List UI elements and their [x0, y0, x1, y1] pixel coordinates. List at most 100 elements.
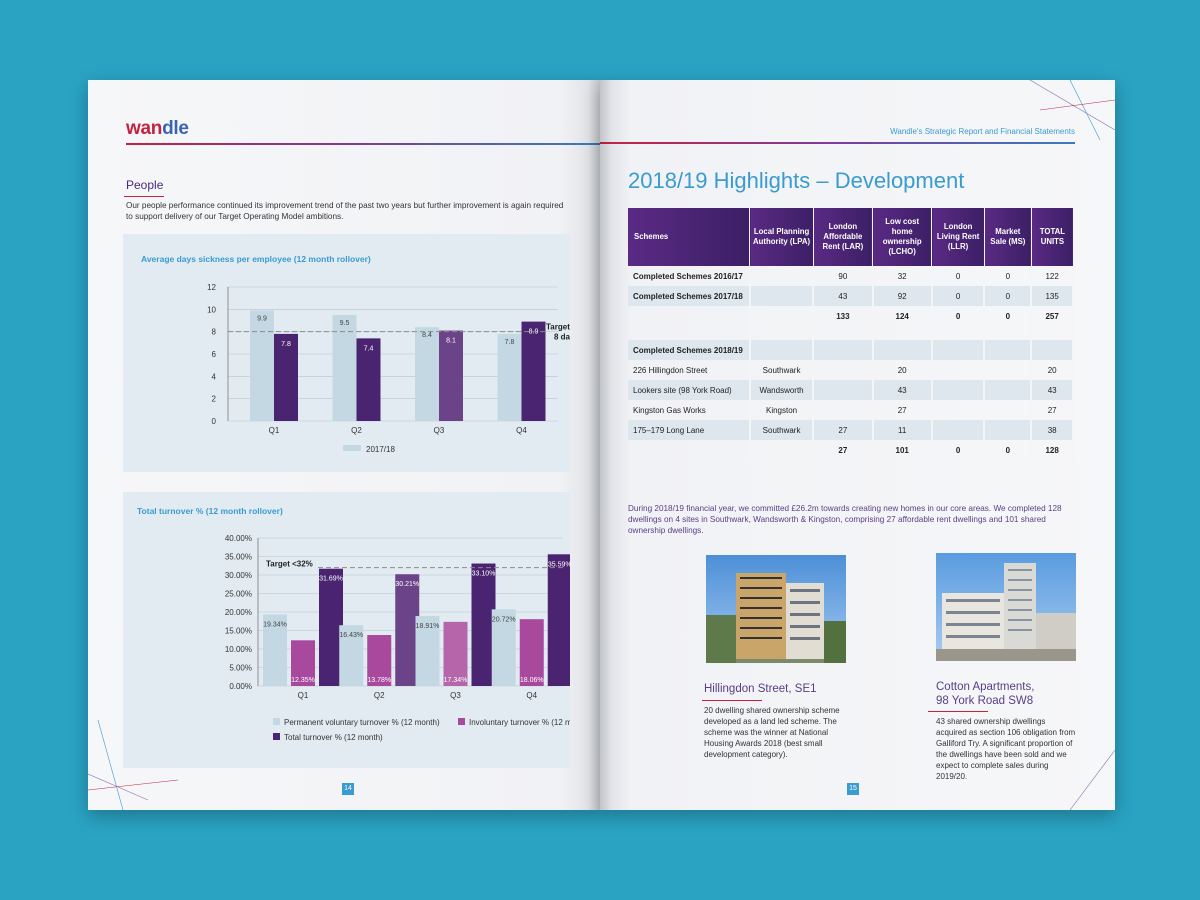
table-cell — [931, 360, 986, 380]
table-cell — [813, 380, 874, 400]
col-header-ms: Market Sale (MS) — [984, 208, 1032, 266]
bar-2017-18 — [497, 333, 522, 421]
table-cell: Southwark — [749, 420, 815, 440]
legend-label: Permanent voluntary turnover % (12 month… — [284, 718, 440, 727]
table-cell: Kingston Gas Works — [628, 400, 751, 420]
table-cell — [749, 326, 815, 340]
bar-label: 9.5 — [340, 320, 350, 327]
table-row: Lookers site (98 York Road) Wandsworth 43 4… — [628, 380, 1074, 400]
table-cell — [984, 360, 1033, 380]
table-cell: Southwark — [749, 360, 815, 380]
table-cell: Kingston — [749, 400, 815, 420]
bar-label: 13.78% — [367, 677, 391, 684]
y-tick-label: 10.00% — [225, 645, 252, 654]
table-cell: Completed Schemes 2017/18 — [628, 286, 751, 306]
bar-label: 17.34% — [444, 677, 468, 684]
turnover-chart-title: Total turnover % (12 month rollover) — [137, 506, 283, 516]
y-tick-label: 6 — [212, 350, 217, 359]
turnover-chart: 40.00% 35.00% 30.00% 25.00% 20.00% 15.00% 10.0… — [225, 534, 570, 742]
y-tick-label: 35.00% — [225, 553, 252, 562]
table-cell: 0 — [931, 286, 986, 306]
table-cell — [984, 420, 1033, 440]
sickness-chart-panel: Average days sickness per employee (12 m… — [123, 234, 570, 472]
table-cell — [749, 266, 815, 286]
legend-swatch — [458, 718, 465, 725]
table-cell: Lookers site (98 York Road) — [628, 380, 751, 400]
case2-title: Cotton Apartments, 98 York Road SW8 — [936, 680, 1034, 708]
sickness-chart: 1210864209.97.8Q19.57.4Q28.48.1Q37.88.9Q… — [207, 283, 570, 454]
bar-total — [395, 574, 420, 686]
bar-label: 31.69% — [319, 576, 343, 583]
table-cell: 11 — [872, 420, 933, 440]
sickness-chart-title: Average days sickness per employee (12 m… — [141, 254, 371, 264]
x-tick-label: Q1 — [269, 426, 280, 435]
x-tick-label: Q2 — [351, 426, 362, 435]
page-title: 2018/19 Highlights – Development — [628, 168, 965, 193]
bar-series-2 — [521, 321, 546, 421]
bar-total — [547, 554, 570, 686]
bar-label: 19.34% — [263, 621, 287, 628]
y-tick-label: 15.00% — [225, 627, 252, 636]
bar-total — [471, 563, 496, 686]
case1-underline — [702, 700, 762, 701]
table-row: 133 124 0 0 257 — [628, 306, 1074, 326]
report-header-text: Wandle's Strategic Report and Financial … — [890, 127, 1075, 136]
table-cell — [984, 380, 1033, 400]
table-cell — [984, 400, 1033, 420]
bar-label: 9.9 — [257, 315, 267, 322]
bar-involuntary — [443, 621, 468, 686]
bar-2017-18 — [332, 314, 357, 421]
case2-title-line2: 98 York Road SW8 — [936, 695, 1034, 707]
table-row: 226 Hillingdon Street Southwark 20 20 — [628, 360, 1074, 380]
table-row: Kingston Gas Works Kingston 27 27 — [628, 400, 1074, 420]
bar-involuntary — [291, 640, 315, 686]
legend-label: Total turnover % (12 month) — [284, 733, 383, 742]
table-cell — [984, 326, 1033, 340]
table-cell — [931, 326, 986, 340]
bar-label: 33.10% — [472, 571, 496, 578]
bar-label: 8.1 — [446, 338, 456, 345]
section-title-underline — [124, 196, 164, 197]
table-cell: 0 — [984, 306, 1033, 326]
table-cell — [872, 326, 933, 340]
turnover-chart-panel: Total turnover % (12 month rollover) 40.… — [123, 492, 570, 768]
y-tick-label: 0.00% — [229, 682, 252, 691]
y-tick-label: 12 — [207, 283, 216, 292]
table-cell — [813, 400, 874, 420]
table-cell: 0 — [931, 266, 986, 286]
table-cell — [813, 340, 874, 360]
table-cell — [628, 440, 751, 460]
header-rule — [126, 143, 600, 145]
bar-label: 30.21% — [395, 581, 419, 588]
table-cell: 32 — [872, 266, 933, 286]
bar-label: 7.8 — [505, 339, 515, 346]
y-tick-label: 4 — [212, 372, 217, 381]
x-tick-label: Q2 — [374, 691, 385, 700]
table-cell: 128 — [1031, 440, 1074, 460]
bar-label: 12.35% — [291, 677, 315, 684]
bar-label: 20.72% — [492, 616, 516, 623]
case2-underline — [928, 711, 988, 712]
y-tick-label: 25.00% — [225, 590, 252, 599]
bar-voluntary — [339, 625, 364, 686]
bar-series-2 — [274, 333, 298, 421]
col-header-schemes: Schemes — [628, 208, 751, 266]
table-cell — [1031, 340, 1074, 360]
table-cell: 20 — [1031, 360, 1074, 380]
bar-label: 16.43% — [339, 632, 363, 639]
target-label: Target — [546, 323, 570, 332]
table-cell: 43 — [813, 286, 874, 306]
table-cell — [749, 286, 815, 306]
development-table: Schemes Local Planning Authority (LPA) L… — [628, 208, 1074, 460]
bar-label: 18.91% — [416, 623, 440, 630]
bar-voluntary — [415, 616, 440, 686]
table-row: Completed Schemes 2016/17 90 32 0 0 122 — [628, 266, 1074, 286]
table-cell: 101 — [872, 440, 933, 460]
legend-label: Involuntary turnover % (12 month) — [469, 718, 570, 727]
bar-series-2 — [439, 330, 463, 421]
table-cell: 122 — [1031, 266, 1074, 286]
bar-voluntary — [491, 609, 516, 686]
table-cell: 90 — [813, 266, 874, 286]
table-cell: 226 Hillingdon Street — [628, 360, 751, 380]
col-header-lcho: Low cost home ownership (LCHO) — [872, 208, 933, 266]
